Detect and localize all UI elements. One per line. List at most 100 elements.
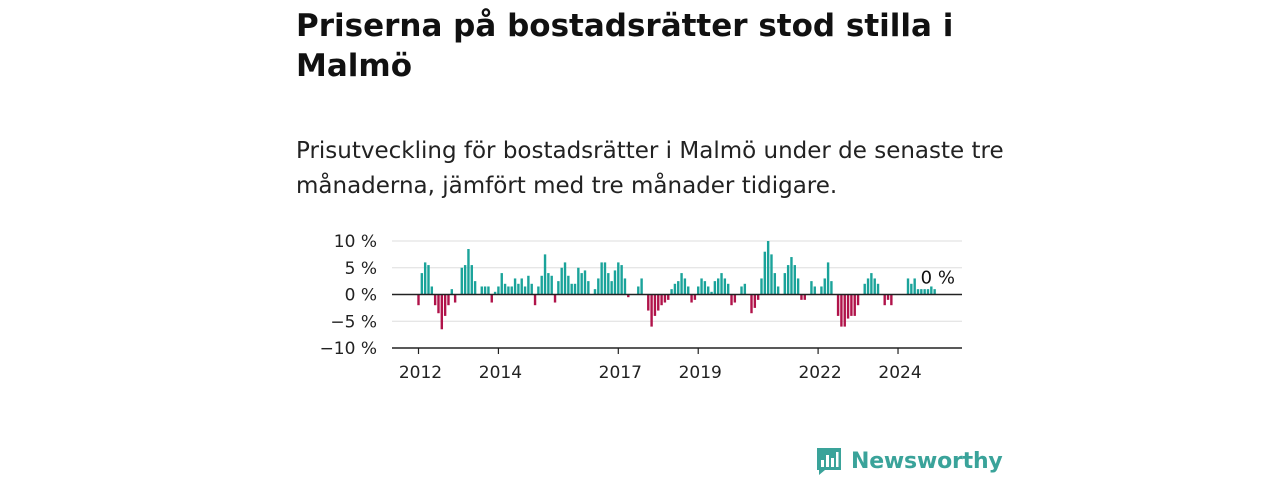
bar	[740, 286, 743, 295]
bar	[803, 294, 806, 300]
bar	[650, 294, 653, 327]
bar	[600, 262, 603, 295]
newsworthy-logo: Newsworthy	[815, 446, 1003, 476]
x-tick-label: 2017	[599, 363, 642, 383]
bar	[437, 294, 440, 314]
bar	[497, 286, 500, 295]
bar	[537, 286, 540, 295]
bar	[783, 273, 786, 295]
y-tick-label: 0 %	[345, 286, 377, 306]
bar	[890, 294, 893, 306]
bar	[793, 265, 796, 295]
bar	[813, 286, 816, 295]
bar	[836, 294, 840, 316]
bar	[910, 283, 913, 295]
bar	[453, 294, 457, 303]
x-tick-label: 2019	[679, 363, 722, 383]
bar	[530, 283, 533, 295]
bar	[810, 281, 813, 295]
bar	[503, 283, 507, 295]
bar	[460, 267, 463, 295]
bar	[603, 262, 607, 295]
bar	[547, 273, 550, 295]
bar	[423, 262, 427, 295]
bar	[790, 257, 793, 295]
bar	[430, 286, 434, 295]
bar	[637, 286, 640, 295]
bar	[853, 294, 856, 316]
bar	[473, 281, 477, 295]
bar	[850, 294, 853, 316]
bar	[680, 273, 683, 295]
y-tick-label: 10 %	[334, 232, 377, 252]
bar	[653, 294, 657, 316]
bar	[440, 294, 444, 330]
bar	[433, 294, 437, 306]
bar	[553, 294, 557, 303]
bar	[587, 281, 590, 295]
bar	[507, 286, 510, 295]
bar	[483, 286, 487, 295]
bar	[730, 294, 733, 306]
bar	[753, 294, 757, 308]
bar	[863, 283, 866, 295]
x-tick-label: 2024	[878, 363, 921, 383]
bar	[826, 262, 830, 295]
bar	[670, 289, 673, 295]
bar	[580, 273, 583, 295]
bar	[577, 267, 580, 295]
bar	[776, 286, 780, 295]
bar	[470, 265, 473, 295]
last-value-annotation: 0 %	[921, 268, 955, 289]
bar	[620, 265, 623, 295]
bar	[766, 241, 770, 295]
bar	[500, 273, 503, 295]
bar	[493, 291, 497, 295]
bar	[513, 278, 517, 295]
bar	[786, 265, 790, 295]
bar	[856, 294, 860, 306]
bar	[610, 281, 613, 295]
bar	[693, 294, 697, 300]
bar	[846, 294, 850, 319]
bar	[926, 289, 930, 295]
bar	[720, 273, 723, 295]
bar	[583, 270, 587, 295]
bar	[560, 267, 563, 295]
bar	[700, 278, 703, 295]
bar	[870, 273, 873, 295]
bar	[743, 283, 747, 295]
bar	[543, 254, 547, 295]
bar	[707, 286, 710, 295]
bar	[876, 283, 880, 295]
bar	[463, 265, 467, 295]
bar	[723, 278, 727, 295]
bar	[523, 286, 527, 295]
bar	[873, 278, 876, 295]
bar	[607, 273, 610, 295]
y-tick-label: 5 %	[345, 259, 377, 279]
bar	[557, 281, 560, 295]
y-tick-label: −10 %	[320, 339, 377, 359]
bar	[717, 278, 720, 295]
bar	[623, 278, 627, 295]
bar	[733, 294, 737, 303]
bar	[933, 289, 936, 295]
bar	[627, 294, 630, 298]
bar	[920, 289, 923, 295]
bar	[657, 294, 660, 311]
bar	[916, 289, 920, 295]
bar	[673, 283, 677, 295]
bar	[570, 283, 573, 295]
bar	[840, 294, 843, 327]
bar	[517, 283, 520, 295]
bar	[703, 281, 707, 295]
bar	[866, 278, 870, 295]
bar	[820, 286, 823, 295]
bar	[886, 294, 890, 300]
bar	[617, 262, 620, 295]
bar	[663, 294, 667, 303]
bar	[800, 294, 803, 300]
bar	[750, 294, 753, 314]
bar	[480, 286, 483, 295]
